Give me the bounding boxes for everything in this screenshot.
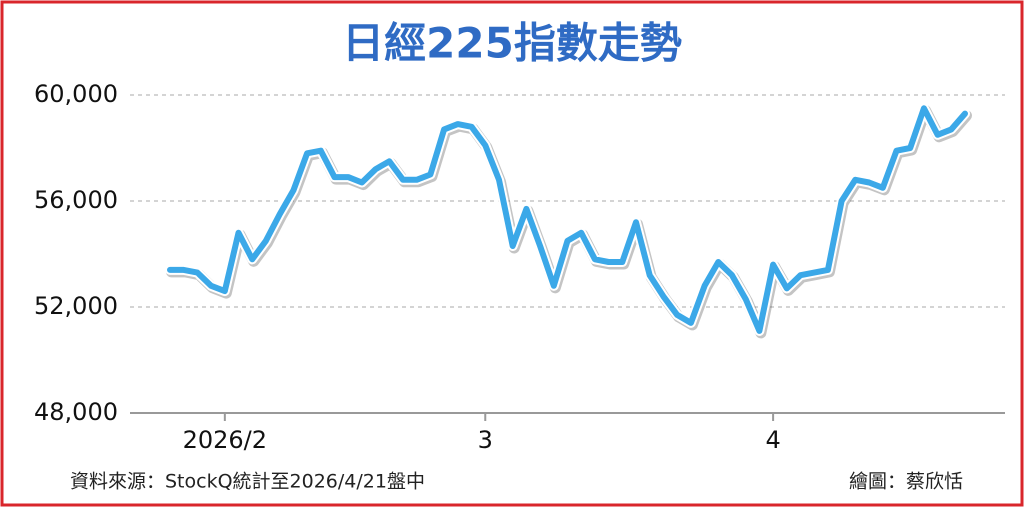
y-tick-label: 48,000 [34,398,118,426]
x-tick-label: 2026/2 [183,426,267,454]
source-note: 資料來源：StockQ統計至2026/4/21盤中 [70,471,425,493]
y-tick-label: 56,000 [34,186,118,214]
x-tick-label: 4 [765,426,780,454]
x-tick-label: 3 [478,426,493,454]
series-line [167,105,968,334]
y-tick-label: 60,000 [34,80,118,108]
chart-title: 日經225指數走勢 [342,19,682,68]
y-tick-label: 52,000 [34,292,118,320]
credit-note: 繪圖：蔡欣恬 [849,471,963,493]
